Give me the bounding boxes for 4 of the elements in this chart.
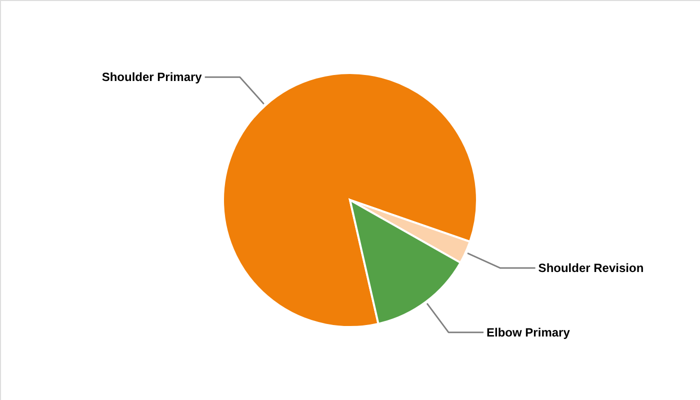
slice-label: Shoulder Revision <box>538 261 644 276</box>
pie-slice <box>222 72 478 328</box>
slice-label: Elbow Primary <box>486 325 570 340</box>
slice-label: Shoulder Primary <box>102 70 202 84</box>
